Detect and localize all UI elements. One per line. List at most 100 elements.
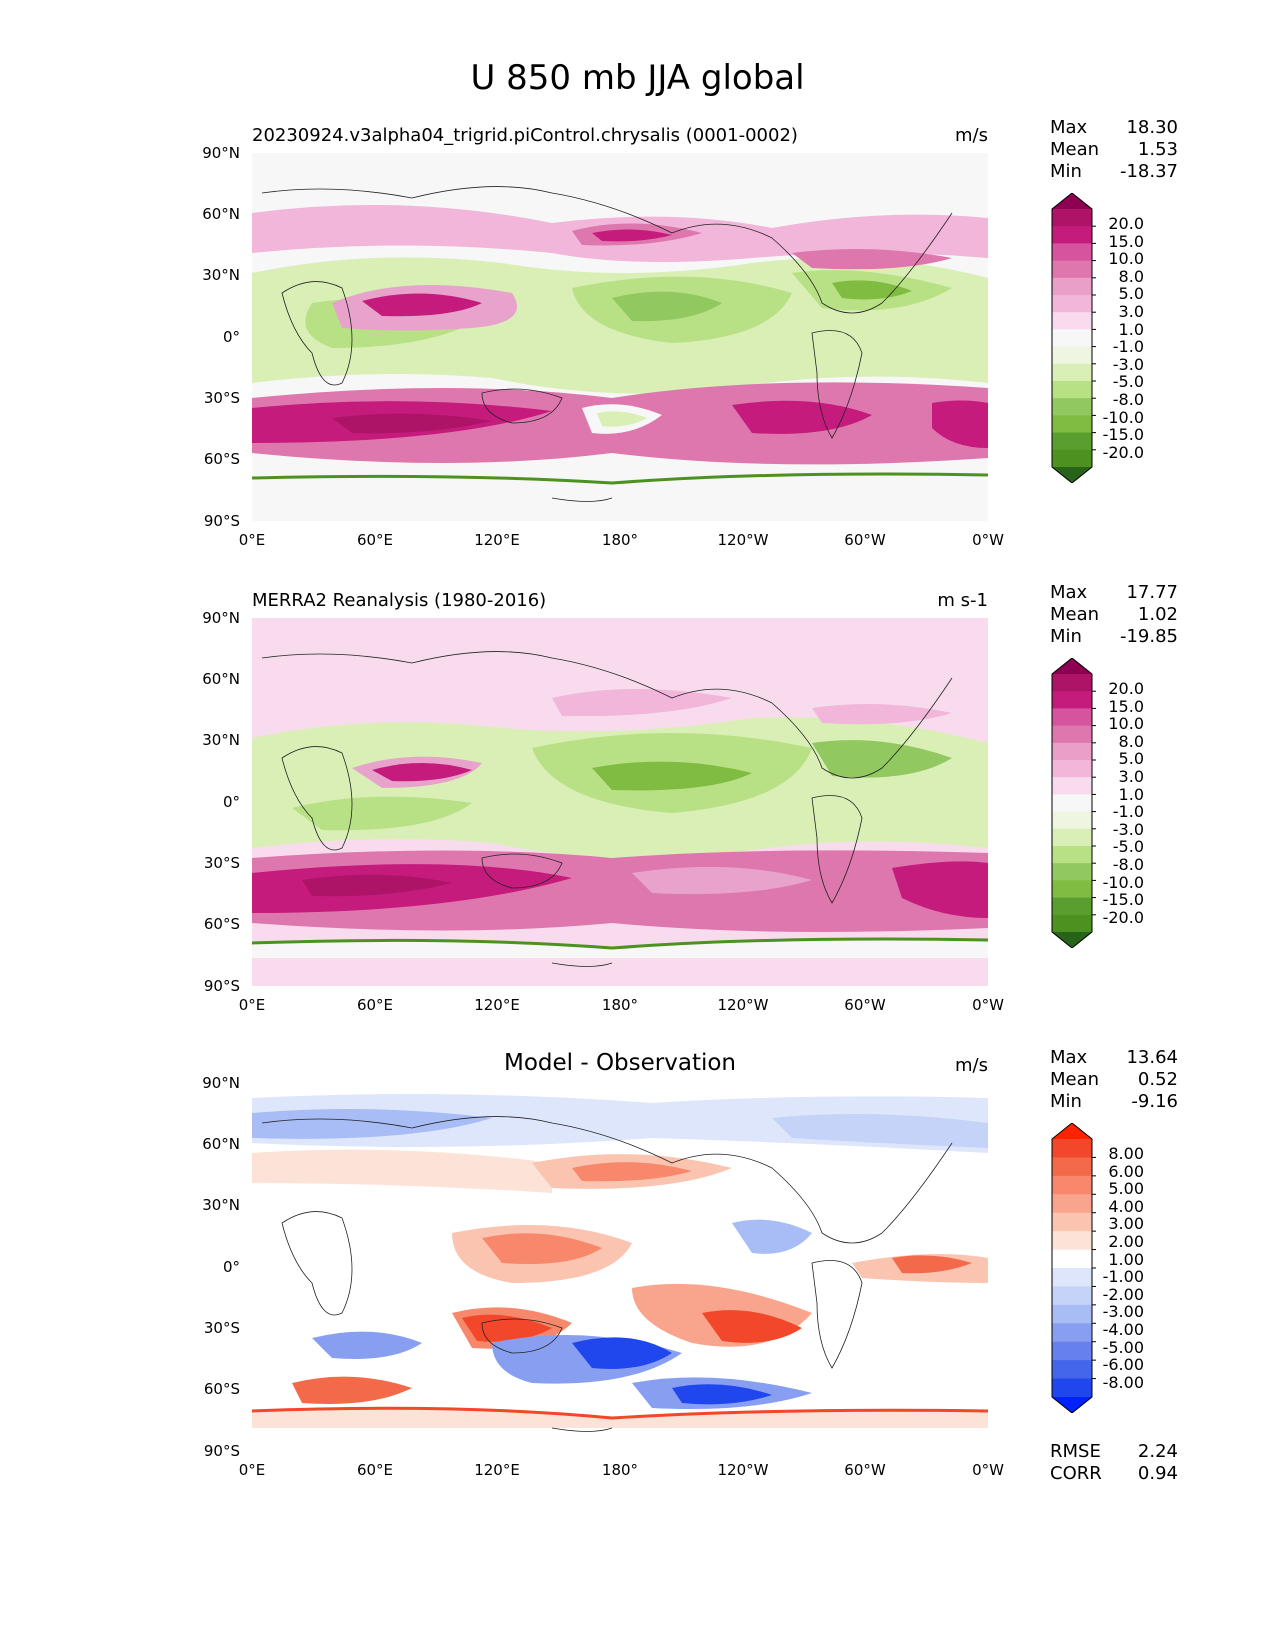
colorbar-extend-bottom: [1052, 1397, 1092, 1413]
stat-min: -18.37: [1119, 161, 1178, 182]
y-tick-label: 90°N: [202, 1074, 240, 1092]
colorbar-level: -8.0: [1112, 854, 1144, 874]
y-tick-label: 0°: [222, 793, 240, 811]
colorbar-level: 8.00: [1108, 1144, 1144, 1163]
stat-mean: 1.02: [1137, 604, 1178, 625]
colorbar-segment: [1052, 363, 1092, 382]
colorbar-level: 10.0: [1108, 714, 1144, 734]
colorbar-segment: [1052, 880, 1092, 899]
colorbar-level: 10.0: [1108, 249, 1144, 269]
stat-mean-label: Mean: [1050, 139, 1100, 160]
colorbar-segment: [1052, 760, 1092, 778]
colorbar-level: -4.00: [1102, 1319, 1144, 1339]
colorbar-segment: [1052, 226, 1092, 244]
colorbar-segment: [1052, 1139, 1092, 1158]
colorbar: [1051, 658, 1096, 948]
colorbar-segment: [1052, 828, 1092, 847]
colorbar-segment: [1052, 1341, 1092, 1361]
colorbar-level: -20.0: [1102, 442, 1144, 462]
colorbar-extend-top: [1052, 193, 1092, 209]
colorbar-level: -3.0: [1112, 354, 1144, 374]
stats-box: Max 18.30 Mean 1.53 Min -18.37: [1050, 117, 1178, 183]
x-tick-label: 120°W: [717, 1461, 769, 1479]
colorbar-segment: [1052, 415, 1092, 434]
colorbar-extend-bottom: [1052, 467, 1092, 483]
colorbar-labels: 8.00 6.00 5.00 4.00 3.00 2.00 1.00 -1.00 -2.00 -3…: [1100, 1145, 1144, 1391]
colorbar-segment: [1052, 914, 1092, 933]
colorbar-level: 15.0: [1108, 696, 1144, 716]
stat-mean-label: Mean: [1050, 604, 1100, 625]
corr-label: CORR: [1050, 1463, 1102, 1484]
rmse-label: RMSE: [1050, 1441, 1101, 1462]
map-difference: [252, 1083, 988, 1451]
colorbar-segment: [1052, 1249, 1092, 1269]
x-tick-label: 120°E: [474, 531, 520, 549]
colorbar-labels: 20.0 15.0 10.0 8.0 5.0 3.0 1.0 -1.0 -3.0 -5.0 -8.0…: [1100, 680, 1144, 926]
x-tick-label: 0°W: [972, 531, 1004, 549]
y-tick-label: 60°S: [203, 915, 240, 933]
y-tick-label: 60°N: [202, 205, 240, 223]
corr-value: 0.94: [1137, 1463, 1178, 1484]
colorbar-level: 5.0: [1118, 284, 1144, 304]
colorbar-level: -15.0: [1102, 425, 1144, 445]
x-tick-label: 0°W: [972, 1461, 1004, 1479]
y-tick-label: 90°S: [203, 977, 240, 995]
y-tick-label: 30°N: [202, 1196, 240, 1214]
x-tick-label: 0°W: [972, 996, 1004, 1014]
colorbar-level: -1.0: [1112, 802, 1144, 822]
colorbar-segment: [1052, 1286, 1092, 1306]
colorbar-level: -3.00: [1102, 1302, 1144, 1322]
colorbar-level: 1.00: [1108, 1249, 1144, 1269]
colorbar-level: 20.0: [1108, 679, 1144, 698]
stat-min: -9.16: [1131, 1091, 1178, 1112]
x-tick-label: 0°E: [238, 996, 266, 1014]
colorbar-segment: [1052, 277, 1092, 296]
x-tick-label: 60°W: [844, 1461, 886, 1479]
panel-title: MERRA2 Reanalysis (1980-2016): [252, 590, 547, 611]
colorbar-level: 8.0: [1118, 731, 1144, 751]
colorbar-outline: [1051, 1123, 1093, 1413]
colorbar-segment: [1052, 1360, 1092, 1380]
colorbar-labels: 20.0 15.0 10.0 8.0 5.0 3.0 1.0 -1.0 -3.0 -5.0 -8.0…: [1100, 215, 1144, 461]
stats-box: Max 17.77 Mean 1.02 Min -19.85: [1050, 582, 1178, 648]
colorbar-segment: [1052, 398, 1092, 416]
colorbar-level: 3.0: [1118, 301, 1144, 321]
stat-mean-label: Mean: [1050, 1069, 1100, 1090]
colorbar-segment: [1052, 1157, 1092, 1177]
colorbar-segment: [1052, 432, 1092, 451]
x-tick-label: 0°E: [238, 1461, 266, 1479]
colorbar-extend-top: [1052, 1123, 1092, 1139]
stat-min: -19.85: [1119, 626, 1178, 647]
colorbar-level: -2.00: [1102, 1284, 1144, 1304]
colorbar-segment: [1052, 777, 1092, 795]
x-tick-label: 180°: [601, 1461, 639, 1479]
x-tick-label: 120°W: [717, 531, 769, 549]
colorbar-level: -6.00: [1102, 1355, 1144, 1375]
colorbar-segment: [1052, 708, 1092, 727]
colorbar-level: 3.0: [1118, 766, 1144, 786]
y-tick-label: 30°S: [203, 1319, 240, 1337]
y-tick-label: 30°S: [203, 854, 240, 872]
panel-difference: Model - Observation m/s: [0, 1047, 1275, 1523]
x-tick-label: 180°: [601, 996, 639, 1014]
y-tick-label: 30°S: [203, 389, 240, 407]
colorbar-level: 5.0: [1118, 749, 1144, 769]
colorbar-segment: [1052, 897, 1092, 916]
y-tick-label: 0°: [222, 1258, 240, 1276]
metrics-box: RMSE 2.24 CORR 0.94: [1050, 1441, 1178, 1485]
stat-min-label: Min: [1050, 1091, 1082, 1112]
colorbar-level: 2.00: [1108, 1231, 1144, 1251]
colorbar-level: -5.00: [1102, 1337, 1144, 1357]
x-tick-label: 0°E: [238, 531, 266, 549]
y-tick-label: 60°S: [203, 1380, 240, 1398]
colorbar-segment: [1052, 1175, 1092, 1195]
colorbar-level: -1.00: [1102, 1267, 1144, 1287]
colorbar-level: 3.00: [1108, 1214, 1144, 1234]
y-tick-label: 90°S: [203, 512, 240, 530]
colorbar-level: -8.0: [1112, 389, 1144, 409]
colorbar-segment: [1052, 346, 1092, 365]
y-tick-label: 30°N: [202, 266, 240, 284]
stat-max: 18.30: [1126, 117, 1178, 138]
y-tick-label: 90°N: [202, 609, 240, 627]
panel-title: 20230924.v3alpha04_trigrid.piControl.chr…: [252, 125, 798, 146]
